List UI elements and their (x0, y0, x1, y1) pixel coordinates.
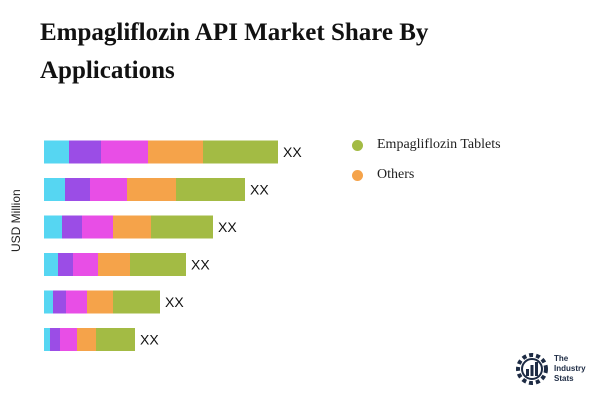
bar-1-segment-3 (101, 140, 148, 164)
bar-4-segment-1 (44, 253, 58, 276)
bar-1-segment-1 (44, 140, 69, 164)
bar-5-segment-2 (53, 290, 66, 314)
logo-text-line3: Stats (554, 374, 574, 383)
bar-6-segment-2 (50, 328, 60, 351)
bar-6-segment-1 (44, 328, 50, 351)
bar-1-segment-2 (69, 140, 101, 164)
bar-2-segment-4 (127, 178, 176, 201)
legend: Empagliflozin Tablets Others (352, 130, 501, 190)
legend-dot-tablets (352, 139, 363, 151)
bar-5-segment-1 (44, 290, 53, 314)
bar-3-segment-3 (82, 215, 113, 239)
gear-icon (516, 353, 548, 385)
chart-title: Empagliflozin API Market Share By Applic… (40, 19, 429, 84)
bar-5-segment-5 (113, 290, 160, 314)
bar-2-segment-5 (176, 178, 245, 201)
bar-4-segment-3 (73, 253, 98, 276)
legend-dot-others (352, 169, 363, 181)
bar-4-value-label: XX (191, 257, 210, 273)
legend-item-tablets: Empagliflozin Tablets (352, 130, 501, 160)
legend-item-others: Others (352, 160, 501, 190)
logo-text-line2: Industry (554, 364, 586, 373)
bar-5-value-label: XX (165, 294, 184, 310)
bar-1-value-label: XX (283, 144, 302, 160)
bar-3-segment-1 (44, 215, 62, 239)
legend-label-others: Others (377, 167, 415, 182)
brand-logo: The Industry Stats (514, 351, 594, 387)
bar-4-segment-5 (130, 253, 186, 276)
bar-2-segment-1 (44, 178, 65, 201)
bar-3-segment-5 (151, 215, 213, 239)
bar-3-value-label: XX (218, 219, 237, 235)
logo-text-line1: The (554, 354, 569, 363)
bar-3-segment-2 (62, 215, 82, 239)
bar-2-segment-2 (65, 178, 90, 201)
bar-1-segment-4 (148, 140, 203, 164)
bar-4-segment-4 (98, 253, 130, 276)
bar-5-segment-4 (87, 290, 113, 314)
bar-4-segment-2 (58, 253, 73, 276)
bar-6-segment-4 (77, 328, 96, 351)
bar-6-segment-3 (60, 328, 77, 351)
bar-2-segment-3 (90, 178, 127, 201)
legend-label-tablets: Empagliflozin Tablets (377, 137, 501, 152)
bar-1-segment-5 (203, 140, 278, 164)
bar-2-value-label: XX (250, 182, 269, 198)
bar-3-segment-4 (113, 215, 151, 239)
bar-5-segment-3 (66, 290, 87, 314)
bar-6-segment-5 (96, 328, 135, 351)
bar-6-value-label: XX (140, 332, 159, 348)
